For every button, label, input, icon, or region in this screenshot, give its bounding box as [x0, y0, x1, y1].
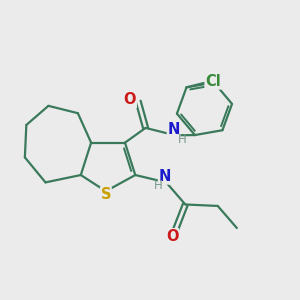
- Text: S: S: [100, 187, 111, 202]
- Text: Cl: Cl: [205, 74, 221, 89]
- Text: O: O: [166, 229, 178, 244]
- Text: N: N: [167, 122, 180, 137]
- Text: H: H: [154, 179, 162, 192]
- Text: N: N: [158, 169, 171, 184]
- Text: H: H: [178, 133, 187, 146]
- Text: O: O: [124, 92, 136, 107]
